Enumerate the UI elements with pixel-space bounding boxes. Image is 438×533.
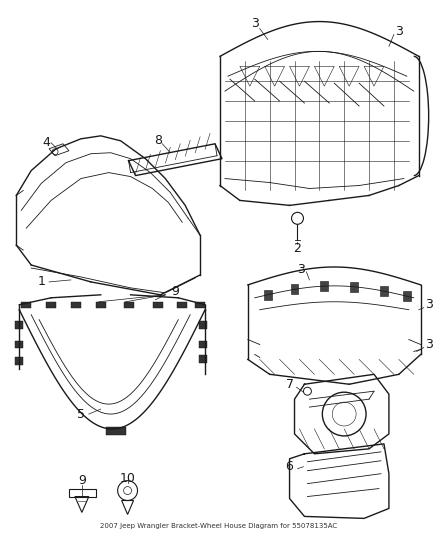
Text: 3: 3 — [425, 338, 433, 351]
Text: 3: 3 — [251, 17, 259, 30]
Text: 2: 2 — [293, 241, 301, 255]
Polygon shape — [15, 321, 23, 329]
Polygon shape — [15, 341, 23, 349]
Text: 10: 10 — [120, 472, 135, 485]
Polygon shape — [15, 358, 23, 365]
Polygon shape — [124, 302, 134, 308]
Polygon shape — [403, 290, 411, 301]
Text: 4: 4 — [42, 136, 50, 149]
Text: 7: 7 — [286, 378, 293, 391]
Polygon shape — [320, 281, 328, 291]
Text: 3: 3 — [425, 298, 433, 311]
Polygon shape — [106, 427, 126, 435]
Polygon shape — [96, 302, 106, 308]
Polygon shape — [350, 282, 358, 292]
Polygon shape — [177, 302, 187, 308]
Text: 5: 5 — [77, 408, 85, 421]
Text: 3: 3 — [395, 25, 403, 38]
Polygon shape — [71, 302, 81, 308]
Polygon shape — [290, 285, 298, 294]
Polygon shape — [199, 356, 207, 364]
Text: 8: 8 — [154, 134, 162, 147]
Text: 9: 9 — [78, 474, 86, 487]
Polygon shape — [195, 302, 205, 308]
Polygon shape — [153, 302, 163, 308]
Text: 1: 1 — [37, 276, 45, 288]
Text: 9: 9 — [171, 285, 179, 298]
Text: 2007 Jeep Wrangler Bracket-Wheel House Diagram for 55078135AC: 2007 Jeep Wrangler Bracket-Wheel House D… — [100, 523, 338, 529]
Polygon shape — [380, 286, 388, 296]
Polygon shape — [46, 302, 56, 308]
Polygon shape — [21, 302, 31, 308]
Text: 3: 3 — [297, 263, 305, 277]
Polygon shape — [199, 321, 207, 329]
Polygon shape — [264, 290, 272, 300]
Polygon shape — [199, 341, 207, 349]
Text: 6: 6 — [286, 460, 293, 473]
